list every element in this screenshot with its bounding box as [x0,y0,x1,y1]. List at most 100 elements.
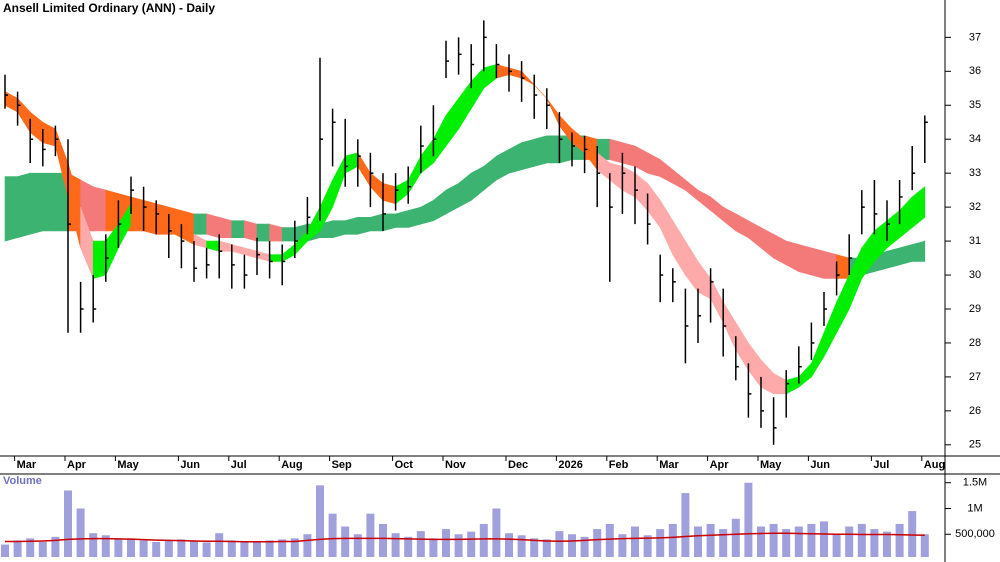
y-tick-label: 35 [969,99,981,111]
volume-bar [1,544,9,557]
volume-bar [139,540,148,557]
long-band-segment [193,213,207,235]
long-band-segment [798,244,812,276]
x-tick-label: Aug [924,459,945,471]
long-band-segment [206,213,220,239]
volume-bar [782,529,791,557]
short-band-segment [92,240,107,279]
y-tick-label: 31 [969,235,981,247]
volume-bar [631,526,639,557]
long-band-segment [281,227,296,242]
volume-bar [202,542,211,557]
long-band-segment [407,206,422,228]
volume-bar [278,539,287,557]
volume-label: Volume [3,475,42,487]
y-tick-label: 28 [969,337,981,349]
y-tick-label: 34 [969,133,981,145]
volume-bar [454,534,463,557]
long-band-segment [609,138,623,164]
volume-bar [744,482,753,557]
x-tick-label: Sep [332,459,352,471]
volume-bar [832,534,841,557]
volume-bar [253,541,261,557]
volume-bar [265,540,274,557]
volume-bar [26,538,35,557]
x-tick-label: Feb [609,459,629,471]
volume-bar [240,541,249,557]
y-tick-label: 37 [969,31,981,43]
volume-y-tick-label: 500,000 [955,528,995,540]
volume-bar [341,526,350,557]
long-band-segment [4,176,18,242]
y-tick-label: 26 [969,405,981,417]
volume-bar [769,523,778,557]
volume-bar [177,539,186,557]
volume-bar [38,541,47,557]
volume-bar [404,536,413,557]
volume-bar [870,529,879,557]
volume-bar [64,490,72,557]
long-band-segment [911,240,926,262]
volume-bar [757,526,765,557]
chart-title: Ansell Limited Ordinary (ANN) - Daily [3,1,215,15]
long-band-segment [899,244,913,266]
volume-bar [353,534,362,557]
volume-bar [13,540,22,557]
long-band-segment [823,250,837,279]
volume-bar [555,531,564,557]
volume-bar [820,521,828,557]
volume-bar [101,535,110,557]
volume-bar [668,523,677,557]
x-tick-label: May [760,459,782,471]
x-tick-label: Jun [810,459,830,471]
volume-bar [706,523,715,557]
volume-bar [643,535,652,557]
volume-bar [227,540,236,557]
x-tick-label: Jul [873,459,889,471]
volume-bar [542,539,551,557]
long-band-segment [244,220,258,242]
long-band-segment [811,247,825,279]
x-tick-label: Mar [659,459,679,471]
long-band-segment [622,142,636,167]
short-band-segment [382,182,396,205]
volume-bar [618,534,627,557]
x-tick-label: Aug [281,459,302,471]
volume-bar [731,518,740,557]
volume-bar [442,529,450,557]
volume-bar [656,529,665,557]
volume-bar [580,536,589,557]
y-tick-label: 30 [969,269,981,281]
volume-bar [366,513,375,557]
volume-bar [794,526,803,557]
volume-y-tick-label: 1M [967,502,982,514]
x-tick-label: Jun [180,459,200,471]
volume-bar [593,529,602,557]
y-tick-label: 32 [969,201,981,213]
short-band-segment [130,203,144,225]
x-tick-label: Dec [508,459,528,471]
volume-bar [316,485,324,557]
volume-bar [719,529,728,557]
volume-bar [127,538,135,557]
volume-bar [190,541,198,557]
y-tick-label: 27 [969,371,981,383]
x-tick-label: Apr [67,459,87,471]
long-band-segment [533,135,548,167]
volume-bar [807,523,816,557]
volume-bar [505,533,513,557]
volume-bar [76,508,85,557]
volume-bar [152,541,161,557]
volume-bar [920,534,929,557]
volume-bar [114,539,123,557]
volume-bar [895,523,904,557]
volume-y-tick-label: 1.5M [963,477,987,489]
volume-bar [164,540,173,557]
y-tick-label: 33 [969,167,981,179]
long-band-segment [218,216,233,238]
x-tick-label: Mar [17,459,37,471]
y-tick-label: 25 [969,439,981,451]
volume-bar [530,538,539,557]
volume-bar [467,531,476,557]
short-band-segment [269,254,283,262]
